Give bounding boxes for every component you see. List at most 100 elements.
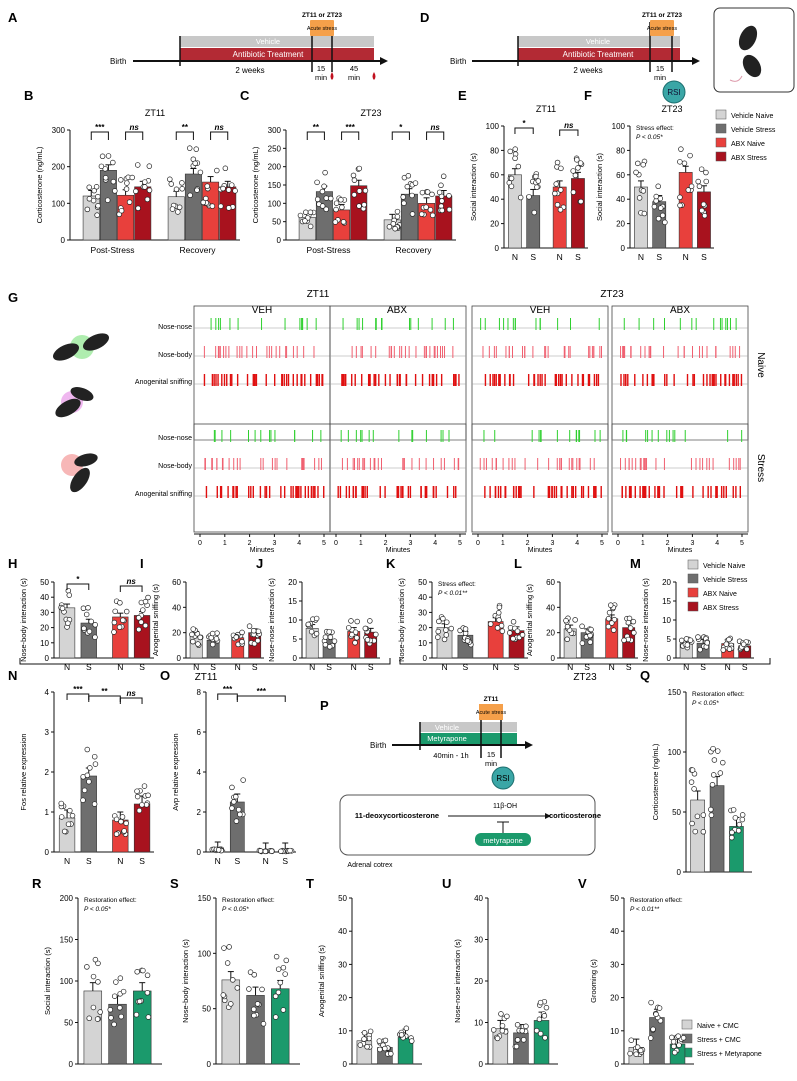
data-point <box>222 165 229 172</box>
rsi-circle <box>662 80 686 104</box>
data-point <box>58 814 65 820</box>
data-point <box>305 621 312 628</box>
significance-bracket <box>66 583 90 590</box>
data-point <box>118 177 124 183</box>
chart-H: H 0 10 20 30 40 50 Nose-body interaction (s) N S N… <box>8 556 154 672</box>
y-tick-label: 30 <box>610 960 619 969</box>
data-point <box>112 608 118 615</box>
data-point <box>740 641 747 648</box>
legend-swatch <box>687 601 699 612</box>
data-point <box>373 631 379 638</box>
data-point <box>135 205 141 211</box>
data-point <box>435 628 441 635</box>
group-label: Post-Stress <box>91 245 135 255</box>
data-point <box>352 639 358 646</box>
y-tick-label: 100 <box>268 199 282 208</box>
x-tick-label: S <box>139 856 145 866</box>
data-point <box>142 184 148 190</box>
legend-swatch <box>687 573 699 584</box>
data-point <box>229 182 235 188</box>
data-point <box>401 200 407 206</box>
data-point <box>628 1037 634 1043</box>
y-tick-label: 30 <box>338 960 347 969</box>
svg-text:40min - 1h: 40min - 1h <box>433 751 468 760</box>
data-point <box>726 646 733 652</box>
stat-note: P < 0.05* <box>222 906 249 913</box>
legend-label: Vehicle Stress <box>731 127 776 134</box>
svg-text:11β-OH: 11β-OH <box>493 803 517 810</box>
data-point <box>86 628 93 635</box>
y-tick-label: 10 <box>662 616 671 625</box>
x-tick-label: N <box>351 662 357 672</box>
data-point <box>123 186 130 192</box>
data-point <box>677 159 683 165</box>
data-point <box>514 1022 521 1028</box>
data-point <box>710 745 716 752</box>
x-tick-label: N <box>725 662 731 672</box>
legend-label: Stress + Metyrapone <box>697 1051 762 1058</box>
data-point <box>94 212 100 218</box>
mouse-icon <box>82 333 110 351</box>
data-point <box>319 188 326 195</box>
data-point <box>95 960 101 967</box>
y-tick-label: 0 <box>495 244 500 253</box>
data-point <box>123 820 129 826</box>
significance-bracket <box>125 131 144 140</box>
data-point <box>513 1043 520 1050</box>
legend-label: Naive + CMC <box>697 1023 739 1030</box>
data-point <box>133 188 139 195</box>
panel-p-schematic: P Birth Vehicle Metyrapone 40min - 1h ZT… <box>320 696 601 869</box>
chart-C: C ZT23 0 50 100 150 200 250 300 Corticosterone (n… <box>240 88 456 255</box>
y-tick-label: 10 <box>610 1027 619 1036</box>
data-point <box>672 1049 678 1056</box>
data-point <box>634 160 641 167</box>
x-tick-label: N <box>683 252 689 262</box>
y-tick-label: 100 <box>486 122 500 131</box>
svg-text:metyrapone: metyrapone <box>483 836 523 845</box>
data-point <box>519 632 526 638</box>
y-tick-label: 100 <box>198 949 212 958</box>
panel-letter: U <box>442 876 451 891</box>
data-point <box>436 189 443 196</box>
y-tick-label: 40 <box>40 593 49 602</box>
panel-letter: E <box>458 88 467 103</box>
chart-O: O 0 2 4 6 8 Avp relative expression N S N S *** *** <box>160 668 296 866</box>
significance-label: *** <box>95 123 105 132</box>
significance-bracket <box>66 693 90 700</box>
data-point <box>621 637 627 644</box>
data-point <box>280 1007 287 1013</box>
chart-R: R 0 50 100 150 200 Social interaction (s) Resto… <box>32 876 162 1069</box>
data-point <box>572 617 578 623</box>
data-point <box>145 1014 152 1020</box>
data-point <box>703 178 709 185</box>
mouse-icon <box>74 453 98 467</box>
data-point <box>388 1050 394 1057</box>
svg-text:G: G <box>8 290 18 305</box>
data-point <box>144 196 151 203</box>
data-point <box>726 636 732 643</box>
data-point <box>83 611 90 618</box>
significance-bracket <box>210 131 229 140</box>
data-point <box>720 647 726 653</box>
data-point <box>260 1021 267 1027</box>
data-point <box>570 189 577 195</box>
raster-tick-label: 0 <box>616 540 620 547</box>
y-tick-label: 0 <box>277 236 282 245</box>
data-point <box>251 640 258 647</box>
blood-drop-icon <box>372 72 376 80</box>
data-point <box>700 201 707 208</box>
data-point <box>723 641 730 647</box>
data-point <box>192 160 198 167</box>
data-point <box>326 629 332 635</box>
raster-tick-label: 5 <box>458 540 462 547</box>
data-point <box>102 175 109 181</box>
chart-M: M 0 5 10 15 20 Nose-nose interaction (s) N S N S <box>630 556 754 672</box>
data-point <box>507 630 513 636</box>
data-point <box>113 816 120 823</box>
data-point <box>333 206 339 213</box>
bar <box>82 195 100 241</box>
data-point <box>732 815 739 821</box>
data-point <box>427 207 434 213</box>
data-point <box>354 635 360 641</box>
y-tick-label: 2 <box>45 768 50 777</box>
